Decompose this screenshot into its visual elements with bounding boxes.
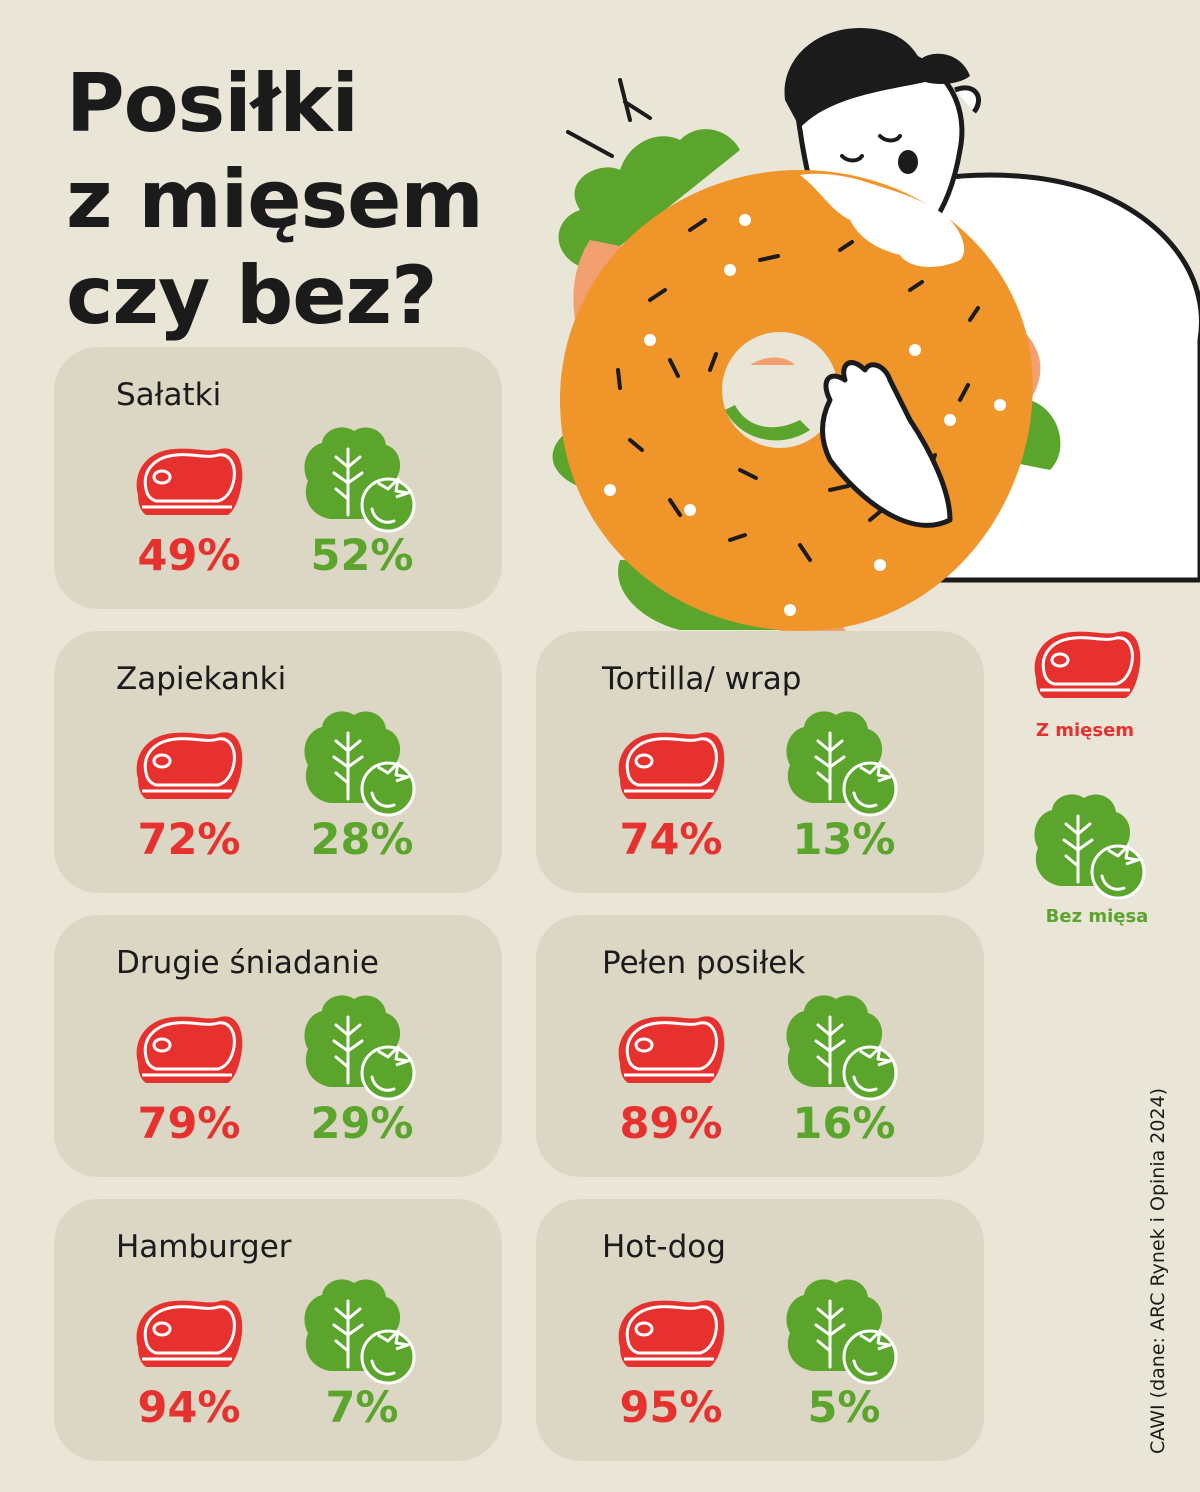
card-hot-dog: Hot-dog 95% 5% <box>536 1199 984 1461</box>
lettuce-tomato-icon <box>302 1277 416 1385</box>
card-label: Pełen posiłek <box>602 945 806 981</box>
card-label: Drugie śniadanie <box>116 945 379 981</box>
veg-percentage: 13% <box>792 815 896 865</box>
meat-percentage: 49% <box>137 531 241 581</box>
bagel-illustration <box>552 28 1200 650</box>
legend-meat-label: Z mięsem <box>1035 720 1135 741</box>
steak-icon <box>617 1014 726 1085</box>
card-label: Zapiekanki <box>116 661 287 697</box>
card-pelen-posilek: Pełen posiłek 89% 16% <box>536 915 984 1177</box>
card-hamburger: Hamburger 94% 7% <box>54 1199 502 1461</box>
lettuce-tomato-icon <box>784 1277 898 1385</box>
steak-icon <box>135 1298 244 1369</box>
card-label: Sałatki <box>116 377 222 413</box>
lettuce-tomato-icon <box>302 425 416 533</box>
steak-icon <box>135 730 244 801</box>
veg-percentage: 5% <box>807 1383 881 1433</box>
veg-percentage: 7% <box>325 1383 399 1433</box>
lettuce-tomato-icon <box>302 993 416 1101</box>
meat-percentage: 72% <box>137 815 241 865</box>
legend-veg-label: Bez mięsa <box>1045 906 1149 927</box>
meat-percentage: 79% <box>137 1099 241 1149</box>
lettuce-tomato-icon <box>302 709 416 817</box>
steak-icon <box>135 1014 244 1085</box>
card-zapiekanki: Zapiekanki 72% 28% <box>54 631 502 893</box>
meat-percentage: 89% <box>619 1099 723 1149</box>
card-label: Tortilla/ wrap <box>602 661 802 697</box>
veg-percentage: 28% <box>310 815 414 865</box>
card-drugie-sniadanie: Drugie śniadanie 79% 29% <box>54 915 502 1177</box>
steak-icon <box>617 1298 726 1369</box>
meat-percentage: 95% <box>619 1383 723 1433</box>
title-line-3: czy bez? <box>66 249 437 342</box>
page-title: Posiłki z mięsem czy bez? <box>66 56 484 344</box>
card-label: Hot-dog <box>602 1229 726 1265</box>
legend-lettuce-tomato-icon <box>1032 792 1146 900</box>
meat-percentage: 74% <box>619 815 723 865</box>
veg-percentage: 29% <box>310 1099 414 1149</box>
veg-percentage: 52% <box>310 531 414 581</box>
card-salatki: Sałatki 49% 52% <box>54 347 502 609</box>
title-line-1: Posiłki <box>66 57 359 150</box>
steak-icon <box>135 446 244 517</box>
source-note: CAWI (dane: ARC Rynek i Opinia 2024) <box>1147 1087 1169 1454</box>
title-line-2: z mięsem <box>66 153 484 246</box>
steak-icon <box>617 730 726 801</box>
card-tortilla-wrap: Tortilla/ wrap 74% 13% <box>536 631 984 893</box>
card-label: Hamburger <box>116 1229 292 1265</box>
meat-percentage: 94% <box>137 1383 241 1433</box>
lettuce-tomato-icon <box>784 993 898 1101</box>
lettuce-tomato-icon <box>784 709 898 817</box>
veg-percentage: 16% <box>792 1099 896 1149</box>
legend-steak-icon <box>1033 629 1142 700</box>
